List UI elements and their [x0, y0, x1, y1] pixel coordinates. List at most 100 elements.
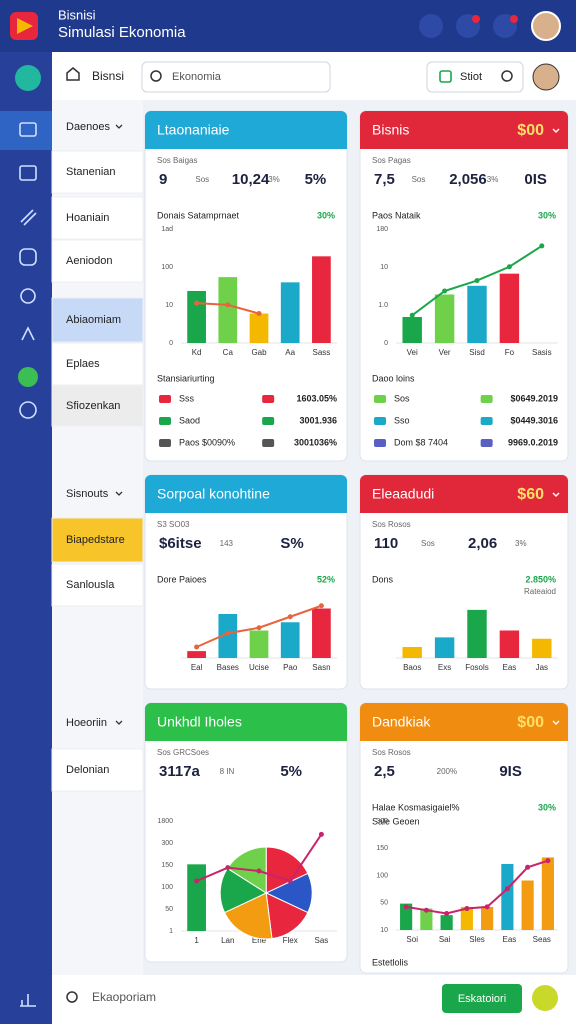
rail-icon[interactable] — [18, 367, 38, 387]
stat-value: 3% — [515, 539, 527, 548]
axis-label: 1ad — [161, 226, 173, 233]
bar — [420, 908, 433, 930]
card-header — [145, 475, 347, 513]
category-label: Ca — [223, 348, 234, 357]
search-text[interactable]: Ekonomia — [172, 71, 222, 83]
axis-label: 180 — [376, 226, 388, 233]
sidebar-group-title[interactable]: Hoeoriin — [66, 717, 107, 729]
chart-note: Rateaiod — [524, 587, 556, 596]
legend-swatch — [159, 439, 171, 447]
bar — [402, 317, 422, 343]
legend-value: 3001.936 — [299, 415, 337, 425]
fab[interactable] — [532, 985, 558, 1011]
line-point — [225, 630, 231, 636]
category-label: Sas — [315, 936, 329, 945]
chart-note: 30% — [538, 210, 556, 220]
bottom-button-label[interactable]: Eskatoiori — [458, 993, 506, 1005]
card: Bisnis $00 Sos Pagas 7,5 Sos 2,056 3% 0IS Paos N… — [359, 110, 569, 462]
bottom-button[interactable] — [442, 984, 522, 1013]
category-label: Eas — [503, 663, 517, 672]
sidebar-item[interactable]: Biapedstare — [66, 534, 125, 546]
rail-icon[interactable] — [20, 288, 36, 304]
category-label: Soi — [406, 935, 418, 944]
line-point — [484, 904, 490, 910]
sidebar-item[interactable]: Sanlousla — [66, 579, 115, 591]
legend-swatch — [374, 395, 386, 403]
category-label: Seas — [533, 935, 551, 944]
avatar[interactable] — [531, 11, 561, 41]
rail-icon[interactable] — [19, 248, 37, 266]
category-label: Fo — [505, 348, 515, 357]
sidebar-item-bg — [51, 385, 144, 427]
category-label: Lan — [221, 936, 234, 945]
legend-label: Sos — [394, 393, 410, 403]
axis-label: 100 — [161, 884, 173, 891]
sidebar-item[interactable]: Hoaniain — [66, 212, 109, 224]
legend-label: Saod — [179, 415, 200, 425]
chevron — [115, 491, 123, 496]
category-label: Aa — [285, 348, 295, 357]
rail-icon[interactable] — [21, 326, 35, 341]
bar — [280, 622, 300, 658]
chart-title: Dore Paioes — [157, 574, 207, 584]
legend-value: 3001036% — [294, 437, 337, 447]
line-point — [409, 312, 415, 318]
bar — [501, 864, 514, 930]
rail-icon[interactable] — [20, 209, 37, 226]
sidebar-item-bg — [51, 239, 144, 283]
bar — [481, 906, 494, 930]
avatar[interactable] — [532, 63, 560, 91]
line-point — [194, 644, 200, 650]
rail-icon[interactable] — [20, 994, 36, 1007]
line-point — [525, 864, 531, 870]
bar — [249, 630, 269, 658]
rail-icon[interactable] — [19, 165, 37, 181]
bottom-search[interactable]: Ekaoporiam — [92, 990, 156, 1004]
chevron — [552, 720, 560, 725]
category-label: Pao — [283, 663, 298, 672]
breadcrumb[interactable]: Bisnsi — [92, 69, 124, 83]
axis-label: 0 — [169, 340, 173, 347]
stat-value: 2,5 — [374, 763, 395, 780]
toolbar-button[interactable] — [426, 61, 524, 93]
badge — [472, 15, 480, 23]
sidebar-item[interactable]: Sfiozenkan — [66, 400, 120, 412]
sidebar-item-bg — [51, 196, 144, 240]
sidebar-item[interactable]: Abiaomiam — [66, 314, 121, 326]
stat-value: 9IS — [499, 763, 522, 780]
sidebar-item-bg — [51, 150, 144, 194]
rail-icon[interactable] — [19, 122, 37, 137]
legend-swatch — [480, 417, 493, 425]
sidebar-item[interactable]: Stanenian — [66, 166, 116, 178]
bar — [499, 630, 520, 658]
icon-rail — [0, 52, 52, 1024]
search-box[interactable] — [141, 61, 331, 93]
stat-value: Sos — [412, 175, 426, 184]
sidebar-item[interactable]: Eplaes — [66, 358, 100, 370]
bar — [187, 291, 206, 343]
rail-home[interactable] — [15, 65, 41, 91]
axis-label: 50 — [380, 900, 388, 907]
home-icon[interactable] — [66, 67, 80, 81]
bar — [460, 906, 473, 930]
chevron — [115, 124, 123, 129]
line-point — [318, 603, 324, 609]
bar — [440, 915, 453, 930]
chart-title: Dons — [372, 574, 394, 584]
sidebar-group-title[interactable]: Sisnouts — [66, 488, 109, 500]
bar — [499, 273, 520, 343]
line-point — [256, 868, 262, 874]
icon-button[interactable] — [419, 14, 443, 38]
stat-value: 200% — [437, 767, 457, 776]
category-label: Eal — [191, 663, 203, 672]
chart-subtitle: Sale Geoen — [372, 816, 420, 826]
sidebar-group-title[interactable]: Daenoes — [66, 121, 111, 133]
sidebar-item[interactable]: Aeniodon — [66, 255, 113, 267]
card: Sorpoal konohtine S3 SO03 $6itse 143 S% Dore … — [144, 474, 348, 690]
legend-swatch — [159, 417, 171, 425]
button-label[interactable]: Stiot — [460, 71, 482, 83]
chart-note: 30% — [538, 802, 556, 812]
rail-active — [0, 111, 52, 150]
sidebar-item[interactable]: Delonian — [66, 764, 109, 776]
rail-icon[interactable] — [19, 401, 37, 419]
